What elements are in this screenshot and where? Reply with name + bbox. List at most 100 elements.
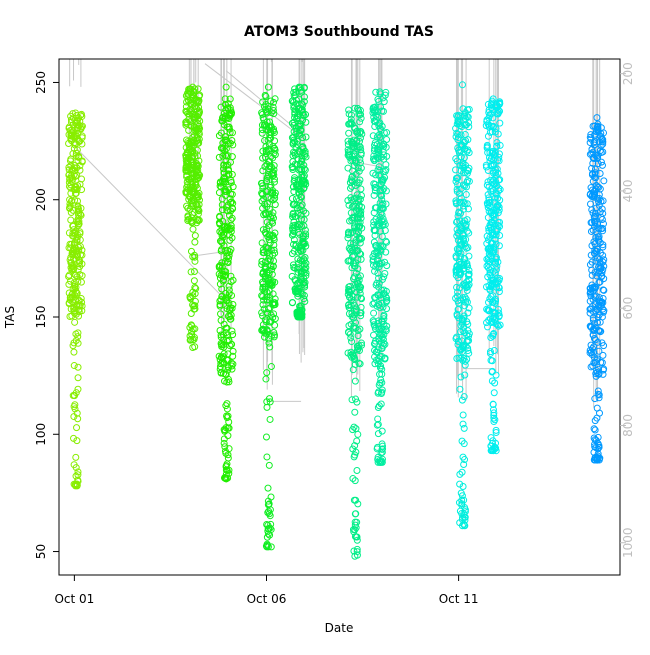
data-point <box>349 445 357 453</box>
data-point <box>267 97 275 105</box>
data-point <box>72 464 80 472</box>
data-point <box>485 307 493 315</box>
data-point <box>485 114 493 122</box>
data-point <box>269 301 277 309</box>
data-point <box>260 296 268 304</box>
data-point <box>267 332 275 340</box>
data-point <box>271 249 279 257</box>
data-point <box>457 167 465 175</box>
data-point <box>291 138 299 146</box>
data-point <box>376 133 384 141</box>
data-point-max <box>264 83 272 91</box>
data-point <box>599 220 607 228</box>
data-point <box>370 209 378 217</box>
data-point <box>460 314 468 322</box>
data-point <box>495 283 503 291</box>
data-point <box>223 324 231 332</box>
data-point <box>186 140 194 148</box>
data-point <box>460 510 468 518</box>
data-point <box>269 154 277 162</box>
data-point <box>223 412 231 420</box>
data-point <box>226 195 234 203</box>
data-point <box>492 255 500 263</box>
data-point <box>375 163 383 171</box>
data-point-max <box>489 95 497 103</box>
data-point <box>358 235 366 243</box>
data-point <box>227 304 235 312</box>
data-point <box>184 216 192 224</box>
data-point <box>348 196 356 204</box>
data-point <box>292 240 300 248</box>
data-point <box>300 165 308 173</box>
data-point <box>261 258 269 266</box>
data-point <box>456 117 464 125</box>
data-point <box>371 227 379 235</box>
data-point <box>293 184 301 192</box>
data-point <box>595 304 603 312</box>
data-point <box>221 447 229 455</box>
data-point <box>270 333 278 341</box>
data-point <box>289 166 297 174</box>
data-point <box>600 365 608 373</box>
data-point <box>224 424 232 432</box>
data-point <box>381 91 389 99</box>
data-point <box>369 255 377 263</box>
data-point <box>69 293 77 301</box>
data-point <box>265 276 273 284</box>
data-point <box>264 521 272 529</box>
data-point <box>599 351 607 359</box>
data-point <box>297 268 305 276</box>
data-point <box>496 321 504 329</box>
data-point <box>485 183 493 191</box>
data-point <box>296 306 304 314</box>
data-point <box>271 201 279 209</box>
data-point <box>495 150 503 158</box>
data-point <box>350 423 358 431</box>
data-point <box>262 263 270 271</box>
data-point <box>189 91 197 99</box>
data-point-max <box>351 104 359 112</box>
data-point <box>301 261 309 269</box>
data-point <box>357 309 365 317</box>
flight-series-9 <box>586 114 608 464</box>
data-point <box>298 106 306 114</box>
data-point <box>599 308 607 316</box>
data-point <box>223 356 231 364</box>
data-point <box>297 179 305 187</box>
data-point <box>266 415 274 423</box>
data-point <box>183 167 191 175</box>
data-point <box>590 335 598 343</box>
data-point-min <box>264 543 272 551</box>
data-point <box>463 200 471 208</box>
data-point <box>259 325 267 333</box>
data-point <box>263 174 271 182</box>
data-point <box>600 256 608 264</box>
data-point <box>223 258 231 266</box>
data-point <box>600 286 608 294</box>
data-point <box>349 246 357 254</box>
data-point <box>458 468 466 476</box>
data-point <box>353 179 361 187</box>
data-point <box>591 165 599 173</box>
data-point <box>262 375 270 383</box>
data-point <box>459 205 467 213</box>
data-point <box>358 295 366 303</box>
data-point-max <box>593 114 601 122</box>
data-point <box>295 188 303 196</box>
data-point <box>596 185 604 193</box>
data-point <box>351 526 359 534</box>
data-point <box>358 224 366 232</box>
data-point-min <box>458 522 466 530</box>
data-point-min <box>489 447 497 455</box>
data-point <box>220 426 228 434</box>
data-point <box>193 200 201 208</box>
data-point <box>352 308 360 316</box>
data-point <box>454 229 462 237</box>
data-point-min <box>72 482 80 490</box>
flight-series-1 <box>182 83 204 351</box>
data-point <box>186 105 194 113</box>
flight-series-0 <box>65 109 86 490</box>
data-point <box>456 470 464 478</box>
data-point <box>223 123 231 131</box>
data-point <box>600 262 608 270</box>
